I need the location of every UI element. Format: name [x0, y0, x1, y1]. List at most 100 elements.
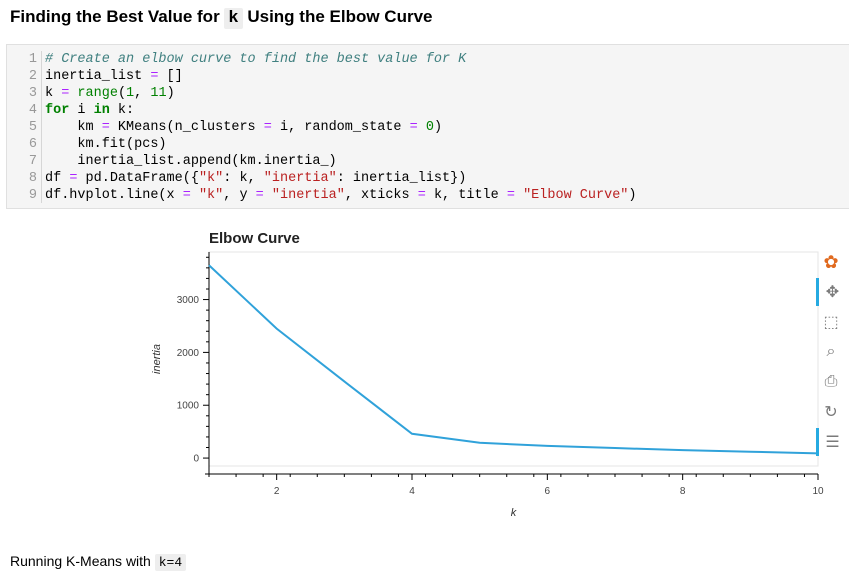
code-token: ,	[134, 86, 151, 101]
code-token	[191, 188, 199, 203]
box-zoom-icon[interactable]: ⬚	[823, 314, 839, 331]
code-line: # Create an elbow curve to find the best…	[45, 51, 637, 68]
code-token: []	[158, 69, 183, 84]
section-heading: Finding the Best Value for k Using the E…	[10, 5, 432, 31]
code-line: df.hvplot.line(x = "k", y = "inertia", x…	[45, 187, 637, 204]
heading-text-after: Using the Elbow Curve	[242, 7, 433, 26]
plot-area[interactable]: Elbow Curve 0 1000 2000 3000 2 4 6 8 10 k inertia	[150, 222, 849, 532]
code-token: =	[150, 69, 159, 84]
code-token: )	[433, 120, 443, 135]
x-tick-label: 10	[812, 486, 824, 497]
y-axis-label: inertia	[151, 344, 163, 374]
code-token	[515, 188, 523, 203]
code-token: i	[69, 103, 94, 118]
line-number: 4	[28, 103, 37, 118]
heading-text-before: Finding the Best Value for	[10, 7, 225, 26]
line-number: 7	[28, 154, 37, 169]
code-token: k	[45, 86, 62, 101]
chart-title: Elbow Curve	[209, 230, 300, 247]
code-token: =	[417, 188, 426, 203]
code-line: k = range(1, 11)	[45, 85, 637, 102]
code-token: inertia_list.append(km.inertia_)	[45, 154, 337, 169]
line-number: 5	[28, 120, 37, 135]
code-token: df.hvplot.line(x	[45, 188, 183, 203]
code-line: inertia_list.append(km.inertia_)	[45, 153, 637, 170]
y-tick-label: 1000	[177, 401, 200, 412]
wheel-zoom-icon[interactable]: ⌕	[826, 343, 836, 360]
line-number: 1	[28, 52, 37, 67]
code-token: =	[61, 86, 70, 101]
code-token: (	[117, 86, 127, 101]
code-token: # Create an elbow curve to find the best…	[45, 52, 467, 67]
code-token: inertia_list	[45, 69, 151, 84]
code-token: =	[182, 188, 191, 203]
code-token: for	[45, 103, 70, 118]
x-tick-label: 8	[680, 486, 686, 497]
code-token: range	[77, 86, 118, 101]
x-tick-label: 2	[274, 486, 280, 497]
plot-frame	[208, 251, 819, 467]
code-token: "inertia"	[271, 188, 345, 203]
code-token: =	[69, 171, 78, 186]
bokeh-logo-icon[interactable]: ✿	[823, 251, 839, 272]
code-token: =	[101, 120, 110, 135]
code-token: 1	[126, 86, 135, 101]
line-number: 6	[28, 137, 37, 152]
markdown-text: Running K-Means with	[10, 553, 155, 569]
code-token: : k,	[223, 171, 264, 186]
markdown-cell: Running K-Means with k=4	[10, 551, 187, 573]
code-line: for i in k:	[45, 102, 637, 119]
pan-icon[interactable]: ✥	[816, 278, 846, 306]
series-line-inertia	[208, 264, 819, 455]
code-token: "k"	[198, 188, 224, 203]
code-token: )	[628, 188, 637, 203]
code-line: df = pd.DataFrame({"k": k, "inertia": in…	[45, 170, 637, 187]
code-token: pd.DataFrame({	[77, 171, 199, 186]
code-token: =	[409, 120, 418, 135]
code-line: km.fit(pcs)	[45, 136, 637, 153]
y-tick-label: 2000	[177, 348, 200, 359]
line-number-gutter: 1 2 3 4 5 6 7 8 9	[7, 51, 42, 203]
code-token: "k"	[198, 171, 224, 186]
code-token: 11	[150, 86, 167, 101]
heading-code: k	[224, 8, 243, 29]
x-axis-label: k	[511, 507, 517, 519]
x-tick-label: 6	[545, 486, 551, 497]
code-token: =	[255, 188, 264, 203]
code-token: 0	[425, 120, 434, 135]
code-token: km.fit(pcs)	[45, 137, 167, 152]
line-number: 9	[28, 188, 37, 203]
save-icon[interactable]: ⎙	[824, 373, 838, 390]
code-token: : inertia_list})	[336, 171, 467, 186]
markdown-code: k=4	[154, 554, 187, 571]
plot-toolbar: ✿ ✥ ⬚ ⌕ ⎙ ↻ ☰	[816, 246, 846, 456]
code-token: "inertia"	[263, 171, 337, 186]
reset-icon[interactable]: ↻	[824, 404, 838, 421]
code-token: df	[45, 171, 70, 186]
code-token: , y	[223, 188, 256, 203]
line-number: 3	[28, 86, 37, 101]
code-token: KMeans(n_clusters	[109, 120, 264, 135]
line-number: 2	[28, 69, 37, 84]
hover-icon[interactable]: ☰	[816, 428, 846, 456]
code-token	[418, 120, 426, 135]
code-token: km	[45, 120, 102, 135]
code-token: in	[93, 103, 110, 118]
code-token: k, title	[425, 188, 507, 203]
code-cell[interactable]: 1 2 3 4 5 6 7 8 9 # Create an elbow curve to fin…	[6, 44, 849, 209]
code-token: k:	[109, 103, 135, 118]
code-token: "Elbow Curve"	[523, 188, 629, 203]
code-token: =	[263, 120, 272, 135]
code-token: , xticks	[344, 188, 418, 203]
code-token: =	[506, 188, 515, 203]
line-number: 8	[28, 171, 37, 186]
elbow-curve-chart[interactable]: Elbow Curve 0 1000 2000 3000 2 4 6 8 10 k inertia	[150, 222, 849, 532]
x-tick-label: 4	[409, 486, 415, 497]
y-tick-label: 0	[193, 454, 199, 465]
code-editor[interactable]: # Create an elbow curve to find the best…	[45, 51, 637, 204]
code-token	[264, 188, 272, 203]
code-token: i, random_state	[271, 120, 410, 135]
code-line: km = KMeans(n_clusters = i, random_state…	[45, 119, 637, 136]
code-token: )	[166, 86, 175, 101]
code-line: inertia_list = []	[45, 68, 637, 85]
